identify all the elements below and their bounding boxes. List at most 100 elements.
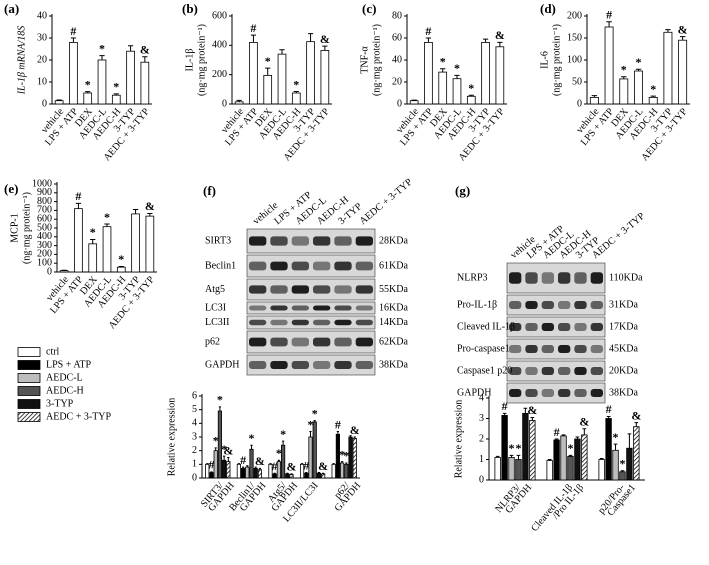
legend-label: AEDC-H bbox=[46, 385, 84, 396]
significance-marker: * bbox=[339, 447, 345, 461]
blot-row-label: Pro-IL-1β bbox=[457, 299, 497, 310]
blot-band bbox=[313, 337, 331, 347]
y-axis-label: (ng·mg protein⁻¹) bbox=[551, 24, 562, 96]
bar bbox=[348, 436, 353, 479]
error-bar bbox=[254, 466, 257, 469]
y-tick-label: 500 bbox=[37, 222, 52, 233]
significance-marker: * bbox=[515, 441, 521, 455]
blot-band bbox=[313, 285, 331, 294]
blot-size-label: 16KDa bbox=[379, 302, 408, 313]
bar bbox=[277, 53, 287, 105]
error-bar bbox=[650, 95, 656, 98]
y-tick-label: 40 bbox=[392, 54, 402, 65]
bar bbox=[131, 213, 140, 273]
bar bbox=[74, 208, 83, 273]
legend-swatch bbox=[17, 360, 41, 370]
error-bar bbox=[635, 68, 642, 71]
y-tick-label: 800 bbox=[37, 196, 52, 207]
error-bar bbox=[353, 436, 356, 439]
blot-band bbox=[313, 319, 331, 326]
error-bar bbox=[322, 45, 328, 51]
bar bbox=[249, 42, 258, 105]
blot-band bbox=[355, 319, 373, 326]
significance-marker: & bbox=[223, 443, 233, 457]
blot-band bbox=[355, 337, 373, 347]
legend-swatch bbox=[17, 399, 41, 409]
y-tick-label: 4 bbox=[192, 418, 197, 429]
error-bar bbox=[118, 265, 124, 268]
error-bar bbox=[554, 438, 559, 441]
blot-band bbox=[525, 389, 538, 397]
bar bbox=[69, 42, 78, 105]
significance-marker: * bbox=[454, 61, 460, 75]
error-bar bbox=[509, 454, 514, 458]
blot-band bbox=[291, 319, 309, 326]
error-bar bbox=[90, 238, 96, 244]
y-tick-label: 0 bbox=[47, 266, 52, 277]
bar bbox=[54, 100, 64, 105]
error-bar bbox=[277, 459, 281, 462]
bar bbox=[145, 215, 155, 273]
error-bar bbox=[75, 202, 82, 209]
significance-marker: * bbox=[221, 442, 227, 456]
error-bar bbox=[214, 447, 217, 451]
bar bbox=[589, 97, 599, 105]
bar bbox=[304, 472, 309, 479]
significance-marker: * bbox=[619, 457, 625, 471]
bar bbox=[648, 97, 658, 105]
legend-swatch bbox=[17, 386, 41, 396]
blot-band bbox=[558, 389, 571, 397]
error-bar bbox=[132, 209, 139, 214]
legend-swatch bbox=[17, 412, 41, 422]
blot-column-label: AEDC + 3-TYP bbox=[590, 211, 647, 262]
bar bbox=[340, 462, 345, 479]
y-tick-label: 700 bbox=[37, 205, 52, 216]
blot-band bbox=[313, 261, 331, 271]
blot-strip bbox=[246, 330, 376, 354]
bar bbox=[289, 474, 294, 479]
panel-label: (e) bbox=[4, 181, 18, 196]
significance-marker: * bbox=[113, 80, 119, 94]
error-bar bbox=[345, 462, 348, 465]
blot-band bbox=[558, 345, 571, 353]
y-tick-label: 20 bbox=[37, 54, 47, 65]
error-bar bbox=[307, 33, 314, 42]
panel-label: (a) bbox=[4, 1, 19, 16]
error-bar bbox=[606, 21, 612, 27]
blot-band bbox=[291, 361, 309, 369]
legend-label: LPS + ATP bbox=[46, 359, 92, 370]
blot-band bbox=[249, 337, 267, 347]
blot-size-label: 17KDa bbox=[609, 321, 638, 332]
y-tick-label: 300 bbox=[37, 240, 52, 251]
error-bar bbox=[497, 41, 503, 47]
blot-row-label: p62 bbox=[205, 336, 220, 347]
significance-marker: & bbox=[495, 28, 505, 42]
significance-marker: & bbox=[527, 403, 537, 417]
bar bbox=[553, 439, 560, 481]
error-bar bbox=[222, 455, 226, 461]
legend-swatch bbox=[17, 347, 41, 357]
blot-strip bbox=[506, 262, 606, 294]
blot-band bbox=[334, 305, 352, 311]
error-bar bbox=[241, 466, 245, 469]
error-bar bbox=[454, 74, 460, 79]
bar bbox=[140, 61, 150, 105]
bar bbox=[276, 461, 281, 479]
error-bar bbox=[561, 434, 566, 436]
error-bar bbox=[269, 463, 272, 465]
y-axis-label: IL-1β bbox=[184, 49, 195, 72]
bar bbox=[97, 59, 107, 105]
blot-size-label: 38KDa bbox=[609, 387, 638, 398]
bar bbox=[633, 426, 640, 481]
blot-band bbox=[590, 389, 603, 397]
blot-band bbox=[541, 345, 554, 353]
significance-marker: * bbox=[213, 434, 219, 448]
error-bar bbox=[322, 472, 325, 474]
significance-marker: & bbox=[140, 42, 150, 56]
y-tick-label: 6 bbox=[192, 390, 197, 401]
error-bar bbox=[290, 473, 293, 475]
y-axis-label: (ng·mg protein⁻¹) bbox=[196, 24, 207, 96]
significance-marker: & bbox=[678, 22, 688, 36]
y-tick-label: 50 bbox=[572, 76, 582, 87]
significance-marker: # bbox=[606, 402, 612, 416]
